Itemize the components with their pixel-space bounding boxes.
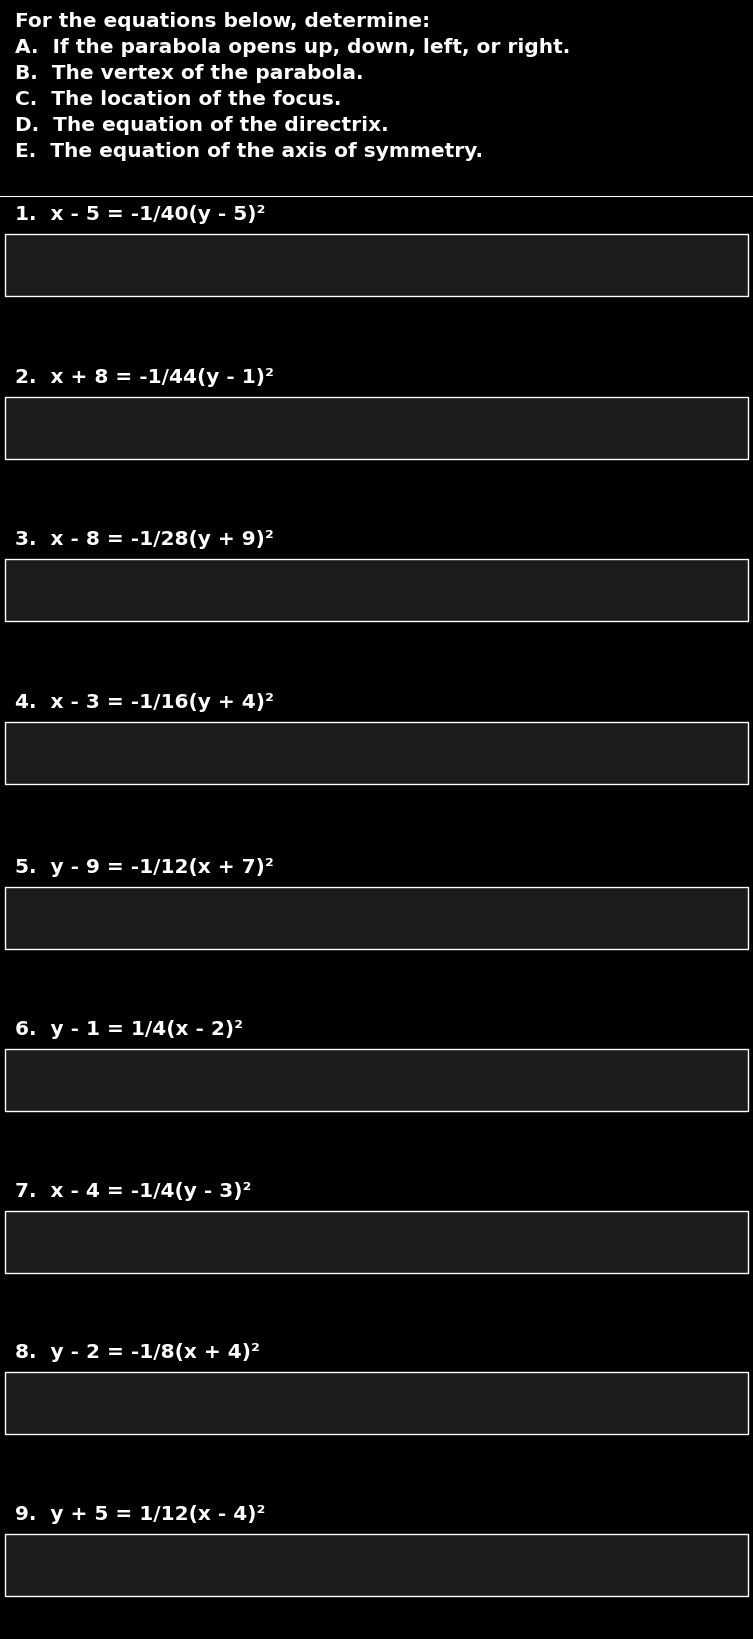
Bar: [5, 887, 748, 949]
Text: 2.  x + 8 = -1/44(y - 1)²: 2. x + 8 = -1/44(y - 1)²: [15, 367, 274, 387]
Bar: [5, 1372, 748, 1434]
Bar: [5, 559, 748, 621]
Text: 1.  x - 5 = -1/40(y - 5)²: 1. x - 5 = -1/40(y - 5)²: [15, 205, 265, 225]
Bar: [5, 234, 748, 297]
Text: B.  The vertex of the parabola.: B. The vertex of the parabola.: [15, 64, 364, 84]
Text: For the equations below, determine:: For the equations below, determine:: [15, 11, 430, 31]
Bar: [5, 1534, 748, 1596]
Text: 9.  y + 5 = 1/12(x - 4)²: 9. y + 5 = 1/12(x - 4)²: [15, 1505, 265, 1523]
Bar: [5, 1049, 748, 1111]
Bar: [5, 723, 748, 785]
Bar: [5, 1372, 748, 1434]
Bar: [5, 398, 748, 459]
Bar: [5, 234, 748, 297]
Text: 7.  x - 4 = -1/4(y - 3)²: 7. x - 4 = -1/4(y - 3)²: [15, 1182, 252, 1200]
Text: 6.  y - 1 = 1/4(x - 2)²: 6. y - 1 = 1/4(x - 2)²: [15, 1019, 243, 1039]
Text: D.  The equation of the directrix.: D. The equation of the directrix.: [15, 116, 389, 134]
Bar: [5, 398, 748, 459]
Bar: [5, 559, 748, 621]
Text: A.  If the parabola opens up, down, left, or right.: A. If the parabola opens up, down, left,…: [15, 38, 570, 57]
Bar: [5, 1211, 748, 1274]
Text: E.  The equation of the axis of symmetry.: E. The equation of the axis of symmetry.: [15, 143, 483, 161]
Text: 5.  y - 9 = -1/12(x + 7)²: 5. y - 9 = -1/12(x + 7)²: [15, 857, 274, 877]
Bar: [5, 723, 748, 785]
Bar: [5, 1534, 748, 1596]
Bar: [5, 887, 748, 949]
Text: 4.  x - 3 = -1/16(y + 4)²: 4. x - 3 = -1/16(y + 4)²: [15, 693, 274, 711]
Bar: [5, 1211, 748, 1274]
Text: C.  The location of the focus.: C. The location of the focus.: [15, 90, 341, 108]
Bar: [5, 1049, 748, 1111]
Text: 3.  x - 8 = -1/28(y + 9)²: 3. x - 8 = -1/28(y + 9)²: [15, 529, 274, 549]
Text: 8.  y - 2 = -1/8(x + 4)²: 8. y - 2 = -1/8(x + 4)²: [15, 1342, 260, 1360]
